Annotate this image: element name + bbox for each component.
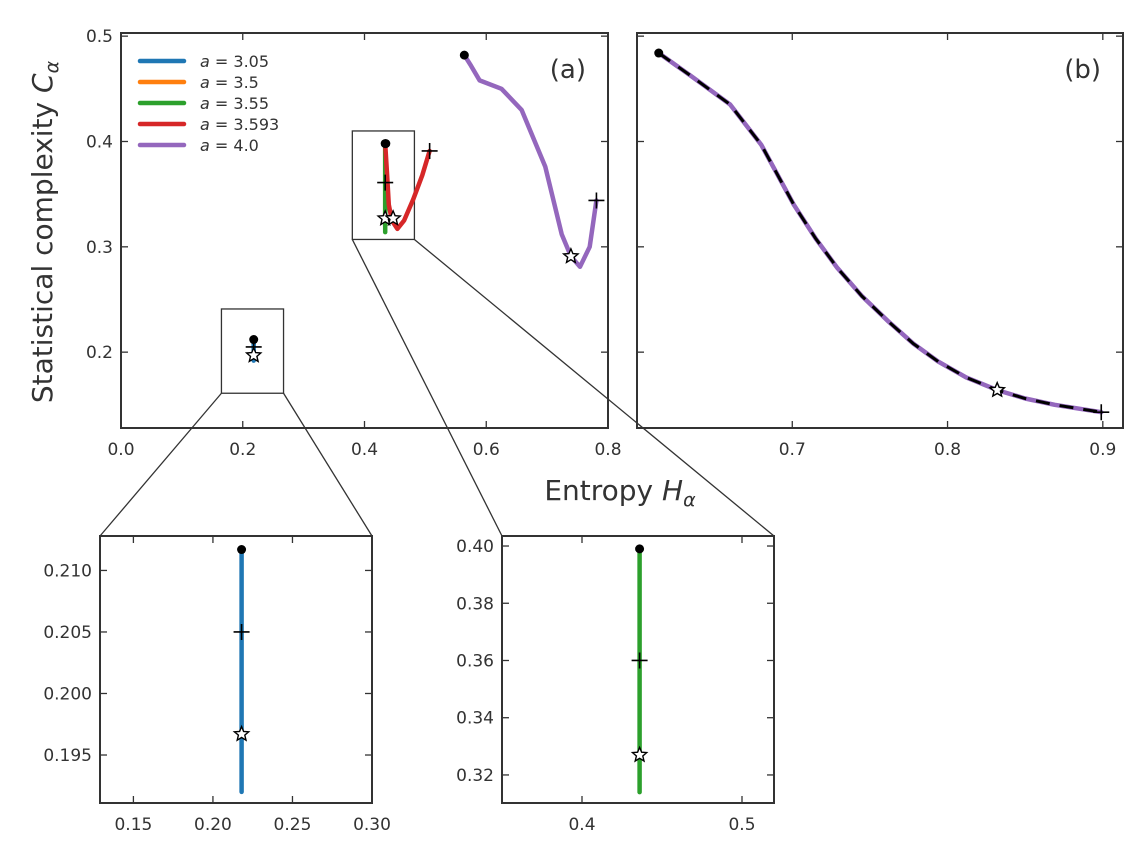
zoom-box [351,130,416,241]
plot-area [656,50,1104,415]
y-tick-label: 0.36 [456,651,494,671]
axes-inset1: 0.15 0.20 0.25 0.30 0.195 0.200 0.205 0.210 [43,535,391,835]
inset-connectors [99,238,775,537]
y-axis-label-subscript: α [41,60,63,73]
star-marker [630,745,649,763]
x-axis-label-symbol: H [662,474,683,507]
star-marker [561,246,580,264]
y-tick-label: 0.195 [43,746,92,766]
x-axis-label-text: Entropy [544,474,653,507]
axes-a: 0.0 0.2 0.4 0.6 0.80.20.30.40.5(a)a = 3.05a … [86,27,622,460]
plus-marker [631,652,648,669]
x-tick-label: 0.7 [779,440,806,460]
plus-marker [588,192,605,209]
plus-marker [1093,404,1110,421]
axes-frame [99,535,373,804]
x-tick-label: 0.25 [274,815,312,835]
start-dot-marker [459,50,469,60]
series-line [382,141,432,232]
legend-label: a = 3.593 [200,115,279,134]
x-tick-label: 0.15 [114,815,152,835]
legend-label: a = 3.05 [200,52,269,71]
y-tick-label: 0.5 [86,27,113,47]
y-tick-label: 0.38 [456,594,494,614]
plus-marker [421,142,438,159]
start-dot-marker [635,544,645,554]
y-axis-label: Statistical complexity Cα [26,60,63,403]
connector-line [282,392,373,537]
x-tick-label: 0.20 [194,815,232,835]
axes-b: 0.7 0.8 0.9 (b) [636,32,1124,460]
x-axis-label-subscript: α [683,489,696,511]
star-marker [244,345,263,363]
x-tick-label: 0.8 [934,440,961,460]
y-tick-label: 0.205 [43,623,92,643]
axes-frame [120,32,609,429]
y-tick-label: 0.40 [456,537,494,557]
zoom-box [220,308,285,394]
plus-marker [377,174,394,191]
legend-label: a = 3.55 [200,94,269,113]
x-tick-label: 0.0 [107,440,134,460]
legend-label: a = 4.0 [200,136,259,155]
y-tick-label: 0.200 [43,684,92,704]
x-tick-label: 0.6 [473,440,500,460]
start-dot-marker [654,48,664,58]
star-marker [384,209,402,226]
x-tick-label: 0.2 [229,440,256,460]
x-tick-label: 0.8 [594,440,621,460]
y-tick-label: 0.4 [86,132,113,152]
panel-label: (b) [1064,55,1101,85]
x-axis-label: Entropy Hα [544,474,696,511]
x-tick-label: 0.30 [353,815,391,835]
axes-inset2: 0.4 0.5 0.32 0.34 0.36 0.38 0.40 [456,535,775,835]
panel-label: (a) [550,55,586,85]
y-tick-label: 0.210 [43,561,92,581]
plot-area [251,52,599,363]
y-tick-label: 0.34 [456,709,494,729]
axes-group: 0.0 0.2 0.4 0.6 0.80.20.30.40.5(a)a = 3.05a … [43,27,1124,835]
series-line [656,50,1104,415]
y-tick-label: 0.32 [456,766,494,786]
axes-frame [501,535,775,804]
star-marker [988,380,1007,398]
start-dot-marker [237,545,247,555]
plus-marker [233,623,250,640]
y-tick-label: 0.2 [86,343,113,363]
x-tick-label: 0.5 [728,815,755,835]
start-dot-marker [381,139,391,149]
connector-line [99,392,222,537]
connector-line [351,239,503,537]
x-tick-label: 0.4 [351,440,378,460]
connector-line [414,238,775,537]
x-tick-label: 0.4 [568,815,595,835]
y-axis-label-symbol: C [26,73,59,93]
series-line [462,52,599,270]
legend: a = 3.05 a = 3.5 a = 3.55 a = 3.593 a = 4.0 [137,52,279,155]
legend-label: a = 3.5 [200,73,259,92]
series-dashed-line [657,51,1102,414]
axes-frame [636,32,1124,429]
y-tick-label: 0.3 [86,238,113,258]
x-tick-label: 0.9 [1089,440,1116,460]
star-marker [232,724,251,742]
y-axis-label-text: Statistical complexity [26,102,59,403]
